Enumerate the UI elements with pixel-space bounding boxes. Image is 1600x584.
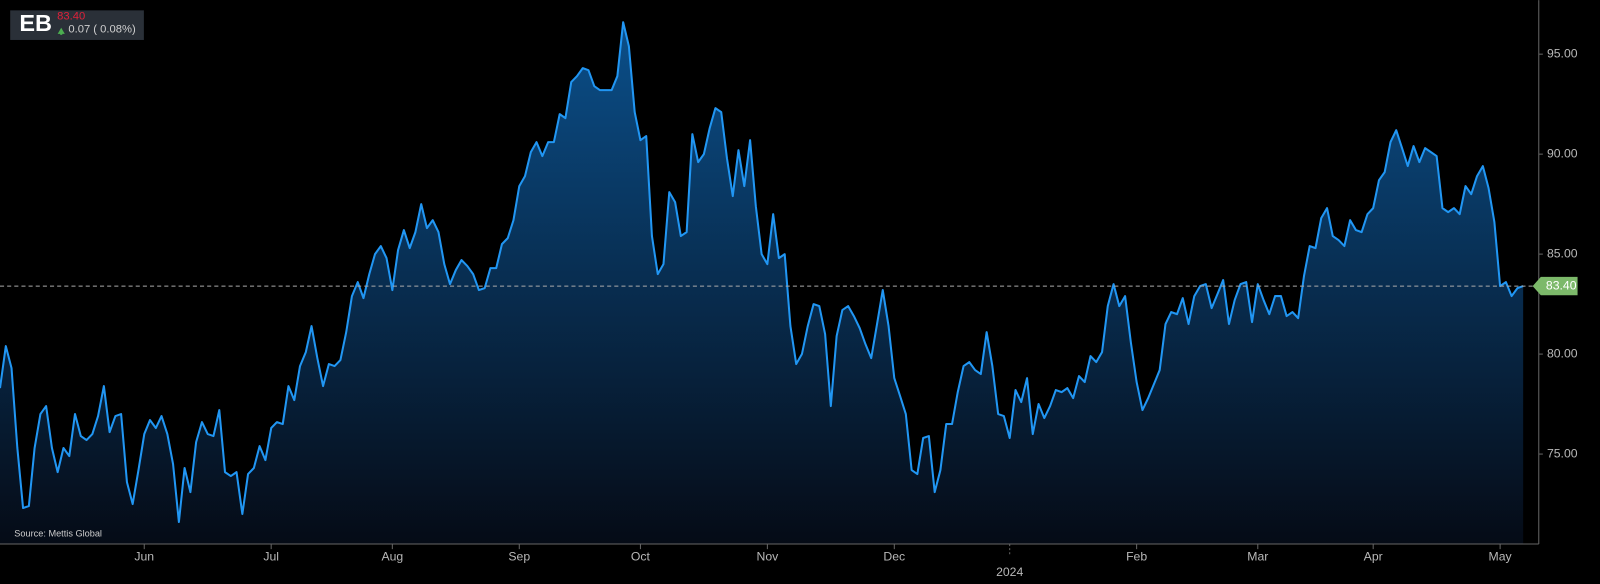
up-arrow-stem (60, 32, 63, 35)
x-tick-label: 2024 (996, 565, 1023, 579)
up-arrow (57, 27, 65, 34)
y-tick-label: 95.00 (1547, 46, 1578, 60)
y-tick-label: 85.00 (1547, 246, 1578, 260)
last-price-tag (1532, 276, 1578, 296)
x-tick-label: Dec (883, 550, 905, 564)
x-tick-label: Mar (1247, 550, 1268, 564)
source: Source: Mettis Global (14, 528, 102, 538)
ticker-box (10, 10, 144, 40)
x-tick-label: Nov (756, 550, 779, 564)
x-tick-label: Jun (134, 550, 154, 564)
last-price-label: 83.40 (1546, 278, 1577, 292)
area-fill (0, 22, 1524, 545)
y-tick-label: 80.00 (1547, 346, 1578, 360)
x-tick-label: May (1489, 550, 1513, 564)
y-tick-label: 90.00 (1547, 146, 1578, 160)
price-line (0, 21, 1524, 524)
x-tick-label: Feb (1126, 550, 1147, 564)
x-tick-label: Jul (263, 550, 279, 564)
y-tick-label: 75.00 (1547, 446, 1578, 460)
x-tick-label: Oct (631, 550, 651, 564)
x-tick-label: Apr (1364, 550, 1383, 564)
ticker: EB (19, 10, 52, 36)
price: 83.40 (57, 10, 85, 22)
x-tick-label: Sep (508, 550, 530, 564)
x-tick-label: Aug (381, 550, 403, 564)
plot-area (0, 21, 1524, 545)
price-change: 0.07 ( 0.08%) (68, 24, 136, 36)
